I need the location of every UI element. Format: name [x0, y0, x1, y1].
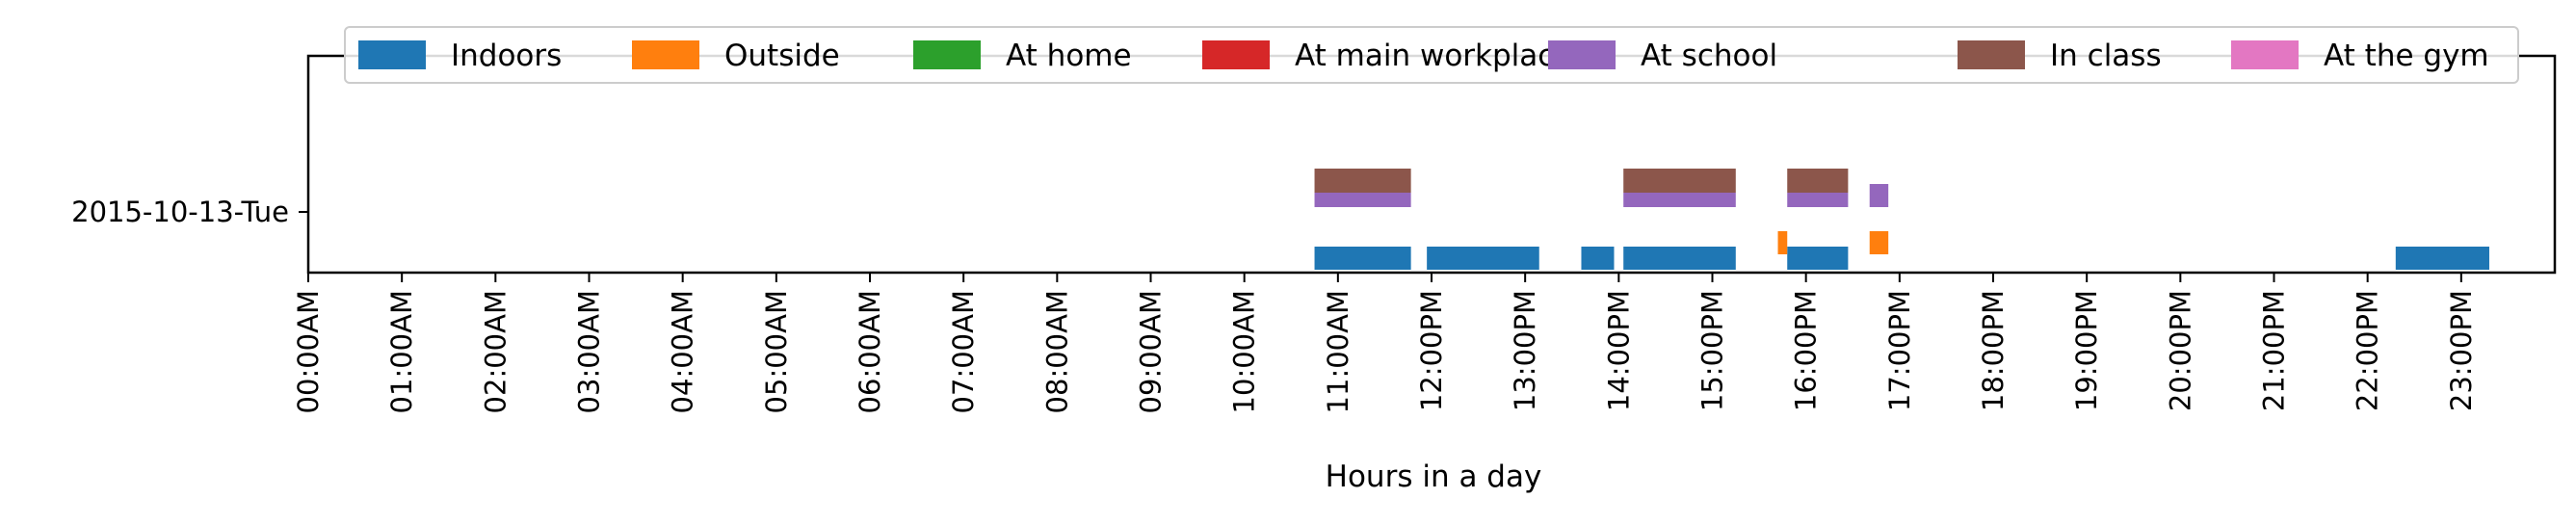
bar-indoors-4 [1787, 247, 1849, 270]
legend: Indoors Outside At home At main workplace At… [344, 26, 2519, 84]
legend-label-outside: Outside [724, 39, 840, 73]
bar-indoors-0 [1314, 247, 1411, 270]
legend-swatch-at-home [913, 40, 981, 69]
x-axis-title: Hours in a day [1326, 459, 1542, 494]
x-tick-label-7: 07:00AM [947, 290, 980, 413]
x-tick-label-9: 09:00AM [1135, 290, 1168, 413]
x-tick-label-16: 16:00PM [1790, 290, 1823, 411]
x-tick-label-0: 00:00AM [292, 290, 325, 413]
legend-swatch-at-school [1548, 40, 1616, 69]
axes-layer: 2015-10-13-Tue 00:00AM 01:00AM 02:00AM 03:00… [71, 196, 2478, 494]
x-tick-label-20: 20:00PM [2164, 290, 2196, 411]
x-tick-label-8: 08:00AM [1040, 290, 1073, 413]
x-tick-label-6: 06:00AM [854, 290, 886, 413]
bar-at-school-3 [1869, 184, 1889, 207]
x-tick-label-2: 02:00AM [479, 290, 512, 413]
bar-indoors-1 [1427, 247, 1539, 270]
x-tick-label-21: 21:00PM [2258, 290, 2291, 411]
x-tick-label-1: 01:00AM [385, 290, 418, 413]
x-tick-label-23: 23:00PM [2445, 290, 2478, 411]
y-tick-label: 2015-10-13-Tue [71, 196, 289, 228]
x-tick-label-11: 11:00AM [1322, 290, 1354, 413]
bar-outside-0 [1777, 231, 1788, 254]
x-tick-label-3: 03:00AM [573, 290, 606, 413]
x-tick-label-5: 05:00AM [760, 290, 793, 413]
bars-layer [1314, 169, 2489, 270]
x-tick-label-14: 14:00PM [1602, 290, 1635, 411]
bar-in-class-0 [1314, 169, 1411, 193]
bar-in-class-1 [1623, 169, 1736, 193]
bar-at-school-0 [1314, 193, 1411, 207]
x-tick-label-10: 10:00AM [1228, 290, 1261, 413]
legend-swatch-in-class [1958, 40, 2025, 69]
x-tick-label-19: 19:00PM [2070, 290, 2103, 411]
bar-indoors-2 [1581, 247, 1615, 270]
plot-frame [306, 54, 2557, 275]
x-tick-label-12: 12:00PM [1415, 290, 1448, 411]
legend-label-at-school: At school [1641, 39, 1777, 73]
legend-swatch-at-main-workplace [1202, 40, 1270, 69]
legend-label-at-main-workplace: At main workplace [1295, 39, 1572, 73]
legend-swatch-at-the-gym [2231, 40, 2299, 69]
bar-at-school-1 [1623, 193, 1736, 207]
x-tick-label-13: 13:00PM [1509, 290, 1541, 411]
x-tick-label-4: 04:00AM [667, 290, 699, 413]
x-tick-label-22: 22:00PM [2352, 290, 2384, 411]
x-tick-label-15: 15:00PM [1696, 290, 1729, 411]
legend-label-at-home: At home [1006, 39, 1132, 73]
legend-label-in-class: In class [2050, 39, 2162, 73]
bar-at-school-2 [1787, 193, 1849, 207]
legend-swatch-indoors [358, 40, 426, 69]
x-tick-label-17: 17:00PM [1883, 290, 1916, 411]
bar-outside-1 [1869, 231, 1889, 254]
legend-swatch-outside [632, 40, 699, 69]
bar-in-class-2 [1787, 169, 1849, 193]
bar-indoors-5 [2395, 247, 2489, 270]
legend-label-at-the-gym: At the gym [2324, 39, 2489, 73]
bar-indoors-3 [1623, 247, 1736, 270]
legend-label-indoors: Indoors [451, 39, 562, 73]
x-tick-label-18: 18:00PM [1977, 290, 2010, 411]
